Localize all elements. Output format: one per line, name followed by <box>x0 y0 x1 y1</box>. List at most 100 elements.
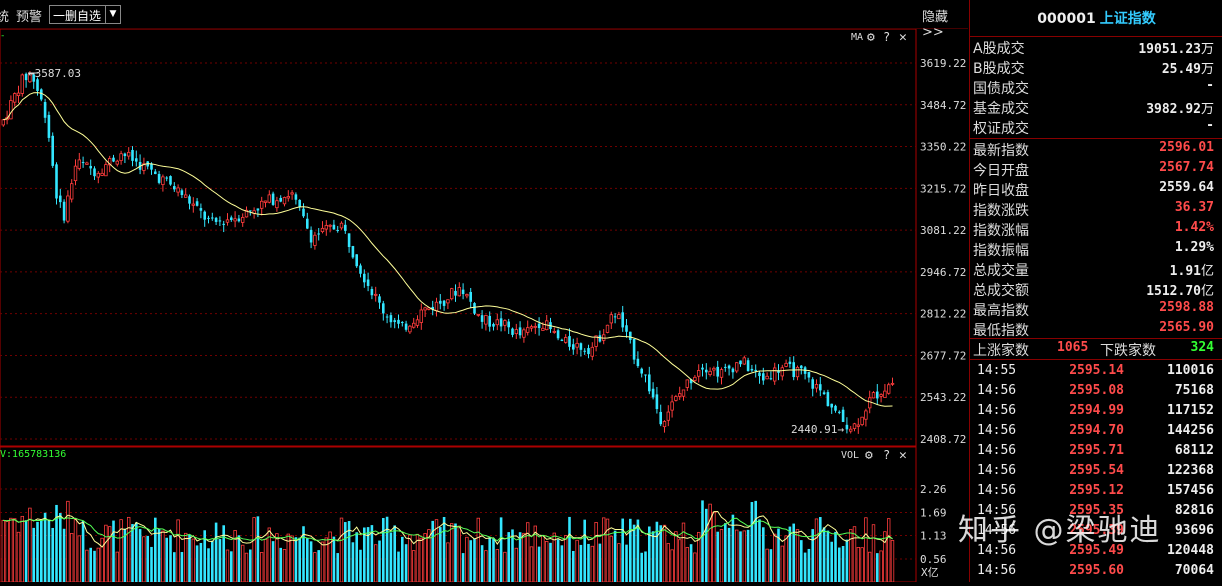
candle <box>199 203 203 219</box>
candle <box>161 174 165 192</box>
quote-row-value: 2596.01 <box>1159 140 1214 155</box>
candle <box>712 366 716 377</box>
gear-icon[interactable]: ⚙ <box>867 30 875 45</box>
quote-row-unit: 亿 <box>1200 264 1214 279</box>
quote-row-number: 3982.92 <box>1146 102 1201 117</box>
candle <box>96 171 100 184</box>
alert-button[interactable]: 预警 <box>16 10 43 25</box>
volume-bar <box>871 524 876 583</box>
volume-bar <box>670 549 674 583</box>
volume-bar <box>742 530 746 583</box>
candle <box>742 355 746 365</box>
candle <box>442 299 446 311</box>
candle <box>613 313 617 324</box>
tick-volume: 117152 <box>1167 403 1214 418</box>
candle <box>488 311 491 332</box>
candle <box>256 208 260 218</box>
candle <box>685 379 689 392</box>
toolbar: 统 预警 一删自选 ▼ 隐藏>> <box>0 0 968 40</box>
chart-area[interactable]: 3619.22 3484.72 3350.22 3215.72 3081.22 2946.… <box>0 28 968 583</box>
vol-help-icon[interactable]: ? <box>883 448 890 462</box>
vol-close-icon[interactable]: ✕ <box>899 448 907 463</box>
quote-row-label: 指数涨幅 <box>973 223 1029 239</box>
candle <box>366 272 370 292</box>
volume-bar <box>792 523 795 582</box>
candle <box>336 225 339 233</box>
candle <box>644 374 647 383</box>
quote-row-label: B股成交 <box>973 61 1025 77</box>
candle <box>446 299 450 310</box>
candle <box>838 410 841 415</box>
volume-bar <box>659 525 662 582</box>
index-code: 000001 <box>1037 11 1096 27</box>
volume-bar <box>590 545 594 583</box>
volume-bar <box>446 542 450 583</box>
help-icon[interactable]: ? <box>883 30 890 44</box>
quote-row: 指数涨跌 36.37 <box>970 199 1220 219</box>
kline-chart[interactable]: 3619.22 3484.72 3350.22 3215.72 3081.22 2946.… <box>0 28 968 583</box>
candle <box>511 327 514 338</box>
tick-price: 2595.14 <box>1069 363 1124 378</box>
watchlist-select-value: 一删自选 <box>53 9 102 23</box>
volume-bar <box>572 550 575 582</box>
tick-volume: 70064 <box>1174 563 1214 578</box>
quote-row-label: 今日开盘 <box>973 163 1029 179</box>
toolbar-fragment[interactable]: 统 <box>0 10 10 25</box>
candle <box>439 294 442 310</box>
index-name[interactable]: 上证指数 <box>1099 11 1156 27</box>
ma-indicator-label[interactable]: MA <box>851 32 863 43</box>
volume-bar <box>651 531 655 582</box>
candle <box>583 348 586 355</box>
volume-bar <box>701 500 704 582</box>
quote-row-number: 1.91 <box>1169 264 1201 279</box>
volume-bar <box>830 541 833 582</box>
quote-row-unit: 万 <box>1200 102 1214 117</box>
volume-unit: X亿 <box>921 566 939 579</box>
candle <box>385 314 389 324</box>
vol-gear-icon[interactable]: ⚙ <box>865 448 873 463</box>
volume-bar <box>807 548 811 582</box>
watchlist-select[interactable]: 一删自选 ▼ <box>49 5 121 24</box>
candle <box>537 317 541 336</box>
candle <box>267 190 271 204</box>
volume-bar <box>492 537 495 582</box>
up-count: 1065 <box>1057 340 1089 355</box>
volume-bar <box>366 527 370 582</box>
volume-bar <box>529 546 534 583</box>
candle <box>169 175 172 186</box>
volume-bar <box>237 535 241 582</box>
volume-bar <box>93 550 96 582</box>
candle <box>716 360 719 383</box>
candle <box>313 231 317 250</box>
candle <box>324 220 328 236</box>
chevron-down-icon[interactable]: ▼ <box>105 6 120 23</box>
price-tick-label: 2677.72 <box>920 349 966 362</box>
price-tick-label: 2946.72 <box>920 266 966 279</box>
volume-bar <box>575 539 579 583</box>
quote-row-value: 19051.23万 <box>1138 38 1214 57</box>
volume-bar <box>351 542 355 582</box>
tick-row: 14:56 2595.60 70064 <box>970 561 1220 581</box>
volume-bar <box>750 502 754 582</box>
candle <box>51 132 54 168</box>
volume-bar <box>240 544 245 583</box>
tick-volume: 82816 <box>1174 503 1214 518</box>
volume-bar <box>423 533 427 583</box>
volume-bar <box>298 537 301 582</box>
volume-bar <box>602 517 606 583</box>
hide-panel-button[interactable]: 隐藏>> <box>922 10 949 40</box>
candle <box>302 203 305 218</box>
candle <box>233 211 237 228</box>
close-icon[interactable]: ✕ <box>899 30 907 45</box>
vol-indicator-label[interactable]: VOL <box>841 450 859 461</box>
candle <box>879 393 883 403</box>
volume-bar <box>568 516 571 582</box>
candle <box>533 322 537 335</box>
volume-bar <box>868 551 872 583</box>
low-marker: 2440.91→ <box>791 423 844 436</box>
volume-bar <box>336 553 339 582</box>
candle <box>670 394 674 418</box>
candle <box>188 194 191 210</box>
volume-bar <box>355 532 358 582</box>
volume-bar <box>549 542 552 582</box>
